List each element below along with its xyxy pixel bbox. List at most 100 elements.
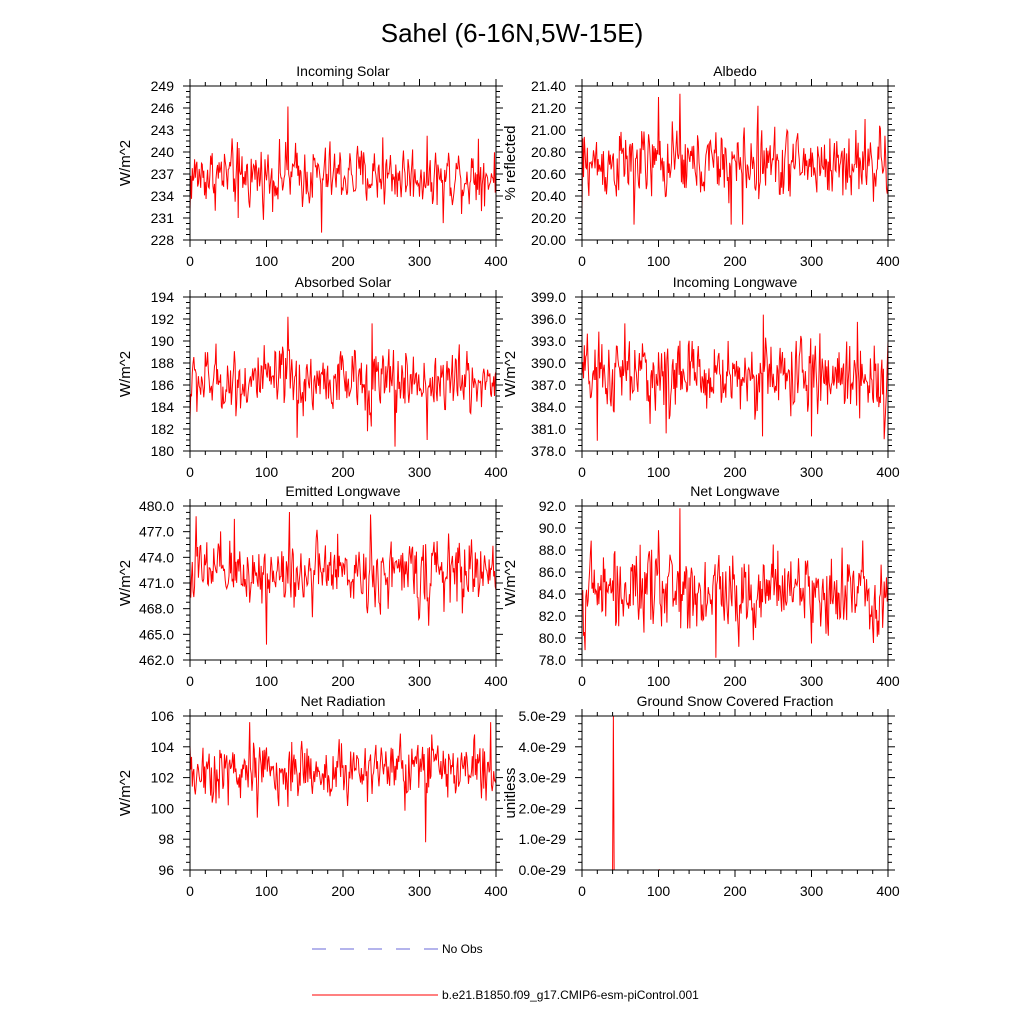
y-axis-label: W/m^2 [117,770,134,816]
panel-incoming-longwave: 0 100 200 300 400 378.0 381.0 384.0 387.0 390.0 39… [502,274,900,480]
x-tick-label: 200 [331,464,355,480]
y-tick-label: 21.20 [531,100,566,116]
x-tick-label: 200 [331,673,355,689]
panel-ground-snow-covered-fraction: 0 100 200 300 400 0.0e-29 1.0e-29 2.0e-29 3.0e-2… [502,693,900,899]
series-line [189,106,497,233]
panel-albedo: 0 100 200 300 400 20.00 20.20 20.40 20.60 20.80 21… [502,63,900,269]
x-tick-label: 0 [186,464,194,480]
y-tick-label: 100 [151,800,175,816]
y-tick-label: 20.60 [531,166,566,182]
legend-label-model: b.e21.B1850.f09_g17.CMIP6-esm-piControl.… [442,988,699,1002]
x-tick-label: 200 [723,883,747,899]
y-tick-label: 474.0 [139,549,174,565]
series-line [581,508,889,658]
x-tick-label: 300 [800,253,824,269]
x-tick-label: 0 [186,253,194,269]
y-tick-label: 240 [151,144,175,160]
plot-frame [581,715,889,871]
y-tick-label: 80.0 [539,630,566,646]
y-tick-label: 246 [151,100,175,116]
y-tick-label: 2.0e-29 [519,800,567,816]
x-tick-label: 100 [255,883,279,899]
y-tick-label: 182 [151,421,175,437]
y-tick-label: 462.0 [139,652,174,668]
legend: No Obs b.e21.B1850.f09_g17.CMIP6-esm-piC… [312,942,699,1002]
x-tick-label: 400 [876,253,900,269]
y-tick-label: 468.0 [139,601,174,617]
panel-title: Incoming Longwave [673,274,798,290]
y-tick-label: 393.0 [531,333,566,349]
y-tick-label: 86.0 [539,564,566,580]
y-axis-label: % reflected [502,125,519,200]
y-axis-label: W/m^2 [502,560,519,606]
x-tick-label: 0 [578,253,586,269]
panel-title: Net Longwave [690,483,780,499]
y-tick-label: 186 [151,377,175,393]
panel-net-radiation: 0 100 200 300 400 96 98 100 102 104 106 Net Radiati… [117,693,508,899]
y-tick-label: 381.0 [531,421,566,437]
y-tick-label: 194 [151,289,175,305]
y-tick-label: 243 [151,122,175,138]
series-line [189,316,497,447]
y-tick-label: 98 [158,831,174,847]
x-tick-label: 200 [723,253,747,269]
x-tick-label: 100 [647,464,671,480]
plot-frame [189,85,497,241]
series-line [189,511,497,645]
y-tick-label: 102 [151,770,175,786]
x-tick-label: 400 [876,673,900,689]
panel-emitted-longwave: 0 100 200 300 400 462.0 465.0 468.0 471.0 474.0 47… [117,483,508,689]
y-tick-label: 384.0 [531,399,566,415]
y-tick-label: 106 [151,708,175,724]
x-tick-label: 100 [255,464,279,480]
y-tick-label: 237 [151,166,175,182]
y-tick-label: 1.0e-29 [519,831,567,847]
panel-net-longwave: 0 100 200 300 400 78.0 80.0 82.0 84.0 86.0 88.0 90.… [502,483,900,689]
x-tick-label: 100 [647,253,671,269]
series-line [581,314,889,441]
plot-frame [189,715,497,871]
x-tick-label: 200 [331,883,355,899]
x-tick-label: 400 [484,253,508,269]
panel-incoming-solar: 0 100 200 300 400 228 231 234 237 240 243 246 249 Inc… [117,63,508,269]
y-tick-label: 192 [151,311,175,327]
y-tick-label: 249 [151,78,175,94]
series-line [581,93,889,225]
panel-title: Absorbed Solar [295,274,392,290]
panel-title: Net Radiation [301,693,386,709]
y-tick-label: 20.00 [531,232,566,248]
x-tick-label: 200 [331,253,355,269]
x-tick-label: 0 [186,673,194,689]
x-tick-label: 400 [876,883,900,899]
x-tick-label: 100 [647,883,671,899]
panels: 0 100 200 300 400 228 231 234 237 240 243 246 249 Inc… [117,63,900,899]
y-tick-label: 390.0 [531,355,566,371]
y-tick-label: 188 [151,355,175,371]
y-tick-label: 82.0 [539,608,566,624]
y-tick-label: 228 [151,232,175,248]
x-tick-label: 300 [800,883,824,899]
y-tick-label: 3.0e-29 [519,770,567,786]
y-axis-label: W/m^2 [117,351,134,397]
y-tick-label: 5.0e-29 [519,708,567,724]
x-tick-label: 400 [484,883,508,899]
y-axis-label: W/m^2 [117,140,134,186]
y-tick-label: 84.0 [539,586,566,602]
y-axis-label: unitless [502,768,519,819]
panel-title: Emitted Longwave [285,483,400,499]
x-tick-label: 400 [484,464,508,480]
y-tick-label: 96 [158,862,174,878]
y-tick-label: 88.0 [539,542,566,558]
y-tick-label: 21.40 [531,78,566,94]
y-tick-label: 234 [151,188,175,204]
x-tick-label: 0 [578,883,586,899]
x-tick-label: 300 [408,464,432,480]
panel-title: Albedo [713,63,757,79]
x-tick-label: 100 [255,253,279,269]
series-line [189,722,497,843]
x-tick-label: 300 [408,673,432,689]
x-tick-label: 300 [408,883,432,899]
x-tick-label: 0 [186,883,194,899]
y-tick-label: 471.0 [139,575,174,591]
